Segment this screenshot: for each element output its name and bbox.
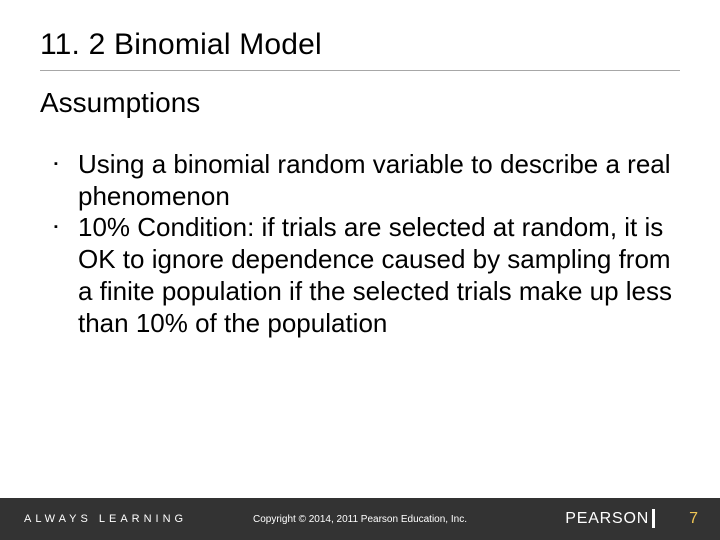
pearson-text: PEARSON <box>565 510 649 528</box>
slide: 11. 2 Binomial Model Assumptions Using a… <box>0 0 720 540</box>
list-item: Using a binomial random variable to desc… <box>54 149 680 212</box>
bullet-list: Using a binomial random variable to desc… <box>40 149 680 339</box>
footer-left: ALWAYS LEARNING <box>0 513 187 525</box>
slide-title: 11. 2 Binomial Model <box>40 28 680 62</box>
bullet-text: Using a binomial random variable to desc… <box>78 149 671 211</box>
title-rule <box>40 70 680 71</box>
pearson-bar-icon <box>652 509 655 528</box>
page-number: 7 <box>689 510 698 528</box>
pearson-logo: PEARSON <box>565 510 655 529</box>
content-area: 11. 2 Binomial Model Assumptions Using a… <box>0 0 720 498</box>
list-item: 10% Condition: if trials are selected at… <box>54 212 680 339</box>
footer-bar: ALWAYS LEARNING Copyright © 2014, 2011 P… <box>0 498 720 540</box>
bullet-text: 10% Condition: if trials are selected at… <box>78 212 672 337</box>
footer-right: PEARSON 7 <box>565 510 720 529</box>
slide-subtitle: Assumptions <box>40 87 680 119</box>
copyright-text: Copyright © 2014, 2011 Pearson Education… <box>253 514 467 525</box>
always-learning-label: ALWAYS LEARNING <box>24 513 187 525</box>
